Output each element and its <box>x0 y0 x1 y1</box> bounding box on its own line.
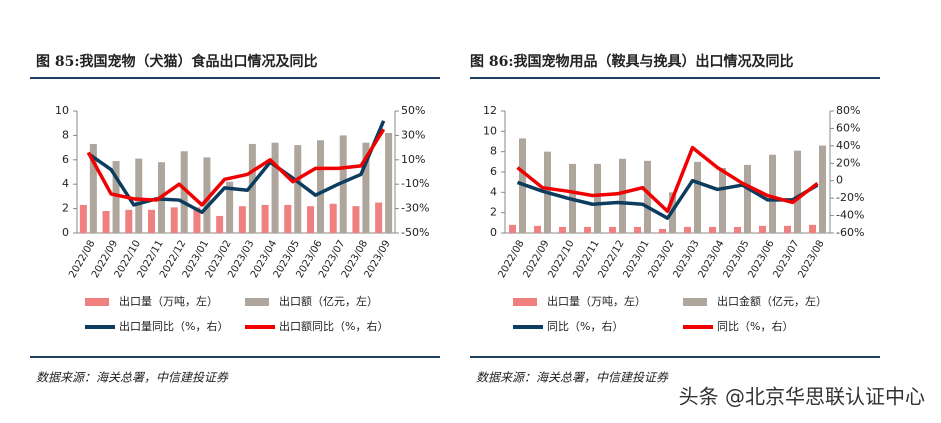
bar <box>294 145 302 233</box>
y2-tick-label: 20% <box>836 156 860 169</box>
y2-tick-label: 60% <box>836 121 860 134</box>
bar <box>148 209 155 233</box>
y2-tick-label: 10% <box>401 153 425 166</box>
line <box>516 178 819 220</box>
bar <box>112 161 120 233</box>
bar <box>609 226 616 233</box>
bar <box>226 181 234 233</box>
bar <box>170 207 178 233</box>
bar <box>362 142 370 233</box>
bar <box>584 226 591 233</box>
legend-label: 同比（%，右） <box>717 319 793 333</box>
bar <box>317 140 324 233</box>
y-tick-label: 4 <box>490 185 497 198</box>
y-tick-label: 12 <box>483 104 497 117</box>
y-tick-label: 8 <box>62 128 69 141</box>
chart-title: 图 85:我国宠物（犬猫）食品出口情况及同比 <box>36 53 318 70</box>
bar <box>248 143 256 233</box>
watermark: 头条 @北京华思联认证中心 <box>679 385 925 409</box>
legend-label: 出口量同比（%，右） <box>119 319 228 333</box>
bar <box>89 143 97 233</box>
legend-swatch <box>245 298 269 306</box>
legend-label: 出口量（万吨，左） <box>119 294 218 308</box>
legend-label: 出口量（万吨，左） <box>547 294 646 308</box>
bar <box>684 226 691 233</box>
bar <box>794 150 801 233</box>
bar <box>594 163 601 233</box>
y-tick-label: 2 <box>62 202 69 215</box>
y-tick-label: 6 <box>62 153 69 166</box>
bar <box>784 225 791 233</box>
bar <box>734 226 741 233</box>
y2-tick-label: -40% <box>836 209 864 222</box>
chart-title: 图 86:我国宠物用品（鞍具与挽具）出口情况及同比 <box>470 53 794 70</box>
bar <box>769 154 776 233</box>
bar <box>79 204 87 233</box>
y-tick-label: 0 <box>490 226 497 239</box>
y2-tick-label: 50% <box>401 104 425 117</box>
bar <box>203 157 211 233</box>
bar <box>709 226 716 233</box>
legend-swatch <box>513 298 537 306</box>
bar <box>819 145 826 233</box>
bar <box>659 228 666 233</box>
y-tick-label: 8 <box>490 145 497 158</box>
y-tick-label: 0 <box>62 226 69 239</box>
bar <box>284 204 292 233</box>
y-tick-label: 2 <box>490 206 497 219</box>
legend-swatch <box>85 298 109 306</box>
legend-label: 同比（%，右） <box>547 319 623 333</box>
bar <box>375 202 383 233</box>
bar <box>619 158 626 233</box>
bar <box>534 225 541 233</box>
y-tick-label: 10 <box>55 104 69 117</box>
source: 数据来源：海关总署，中信建投证券 <box>36 371 229 385</box>
y2-tick-label: 80% <box>836 104 860 117</box>
legend-label: 出口额同比（%，右） <box>279 319 388 333</box>
bar <box>261 204 269 233</box>
bar <box>809 224 816 233</box>
bar <box>634 226 641 233</box>
y2-tick-label: 40% <box>836 139 860 152</box>
y-tick-label: 10 <box>483 124 497 137</box>
bar <box>644 160 651 233</box>
line <box>86 128 386 207</box>
bar <box>102 211 110 233</box>
bar <box>238 206 246 233</box>
bar <box>744 164 751 233</box>
legend-swatch <box>683 298 707 306</box>
bar <box>125 209 133 233</box>
y2-tick-label: 0 <box>836 174 843 187</box>
bar <box>719 167 726 233</box>
bar <box>385 132 393 233</box>
bar <box>339 135 347 233</box>
y2-tick-label: -60% <box>836 226 864 239</box>
line <box>87 120 386 215</box>
y-tick-label: 4 <box>62 177 69 190</box>
bar <box>352 206 360 233</box>
y-tick-label: 6 <box>490 165 497 178</box>
legend-label: 出口金额（亿元，左） <box>717 294 827 308</box>
bar <box>271 142 279 233</box>
bar <box>135 158 143 233</box>
bar <box>193 207 201 233</box>
y2-tick-label: -20% <box>836 191 864 204</box>
y2-tick-label: -10% <box>401 177 429 190</box>
y2-tick-label: 30% <box>401 128 425 141</box>
bar <box>216 215 224 233</box>
bar <box>559 226 566 233</box>
bar <box>509 224 516 233</box>
y2-tick-label: -50% <box>401 226 429 239</box>
bar <box>694 161 701 233</box>
bar <box>307 206 314 233</box>
bar <box>329 203 337 233</box>
line <box>516 145 819 213</box>
source: 数据来源：海关总署，中信建投证券 <box>476 371 669 385</box>
bar <box>759 225 766 233</box>
legend-label: 出口额（亿元，左） <box>279 294 378 308</box>
bar <box>180 151 188 233</box>
y2-tick-label: -30% <box>401 202 429 215</box>
